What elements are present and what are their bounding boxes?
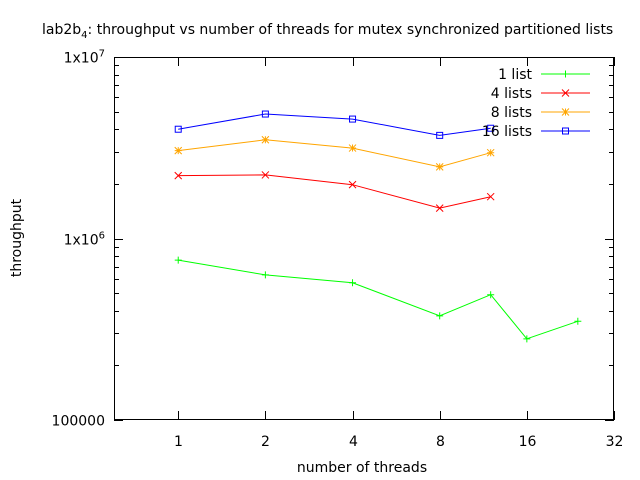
data-point-marker [562,127,569,135]
chart-title: lab2b4: throughput vs number of threads … [42,22,613,41]
data-point-marker [349,115,357,123]
data-point-marker [574,317,582,325]
series-1-list [174,256,582,343]
x-tick-label: 32 [606,434,624,450]
series-4-lists [174,171,495,212]
data-point-marker [435,204,444,212]
data-point-marker [261,271,269,279]
data-point-marker [487,291,495,299]
data-point-marker [487,124,495,132]
plot-frame [114,57,614,420]
y-tick-label: 1x107 [64,49,105,67]
y-tick-label: 100000 [52,414,105,430]
legend-label: 8 lists [491,105,532,121]
data-point-marker [436,312,444,320]
series-line [178,113,491,136]
y-axis-label: throughput [9,198,25,277]
chart-title-subscript: 4 [81,30,87,41]
data-point-marker [348,180,357,189]
series-line [178,174,491,209]
legend-label: 4 lists [491,86,532,102]
data-point-marker [435,163,444,171]
series-lines [174,110,582,343]
data-point-marker [174,256,182,264]
data-point-marker [486,192,495,201]
legend: 1 list 4 lists 8 lists 16 lists [482,67,590,140]
data-point-marker [174,146,183,155]
y-tick-label: 1x106 [64,231,105,249]
data-point-marker [348,144,357,152]
data-point-marker [174,171,183,180]
x-tick-label: 1 [174,434,183,450]
x-tick-label: 4 [349,434,358,450]
series-line [178,259,578,340]
series-8-lists [174,135,495,171]
legend-label: 1 list [498,67,532,83]
series-16-lists [174,110,495,139]
data-point-marker [486,148,495,157]
legend-label: 16 lists [482,124,532,140]
data-point-marker [562,70,569,78]
data-point-marker [561,89,570,97]
x-axis-label: number of threads [297,460,427,476]
x-tick-label: 8 [436,434,445,450]
data-point-marker [261,171,270,179]
x-tick-label: 2 [261,434,270,450]
series-line [178,139,491,168]
data-point-marker [436,131,444,139]
data-point-marker [561,108,570,116]
chart-title-prefix: lab2b [42,22,81,38]
data-point-marker [523,335,531,343]
data-point-marker [349,279,357,287]
data-point-marker [261,110,269,118]
chart-title-rest: : throughput vs number of threads for mu… [88,22,614,38]
data-point-marker [174,125,182,133]
x-tick-label: 16 [519,434,537,450]
axis-ticks: 1 2 4 8 16 32 100000 1x106 1x107 [52,49,624,451]
data-point-marker [261,135,270,144]
